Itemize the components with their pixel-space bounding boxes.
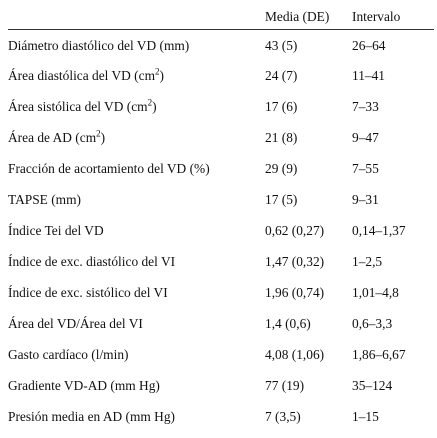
table-row: Índice de exc. diastólico del VI 1,47 (0,… [8, 247, 434, 278]
row-mean: 7 (3,5) [265, 409, 301, 425]
row-range: 9–47 [352, 130, 379, 146]
row-label-text: Fracción de acortamiento del VD (%) [8, 161, 210, 177]
row-label-tail: ) [100, 130, 106, 146]
row-label-text: Presión media en AD (mm Hg) [8, 409, 175, 425]
table-row: Área sistólica del VD (cm2) 17 (6) 7–33 [8, 92, 434, 123]
row-range: 11–41 [352, 68, 385, 84]
row-range: 0,14–1,37 [352, 223, 406, 239]
row-range: 0,6–3,3 [352, 316, 393, 332]
row-range: 9–31 [352, 192, 379, 208]
row-label: Índice Tei del VD [8, 216, 265, 247]
row-mean: 24 (7) [265, 68, 298, 84]
row-label-text: Gradiente VD-AD (mm Hg) [8, 378, 160, 394]
row-label: Índice de exc. sistólico del VI [8, 278, 265, 309]
row-label: TAPSE (mm) [8, 185, 265, 216]
row-range: 1,86–6,67 [352, 347, 406, 363]
row-label: Área de AD (cm2) [8, 123, 265, 154]
row-label-superscript: 2 [155, 66, 160, 77]
table-row: Área del VD/Área del VI 1,4 (0,6) 0,6–3,3 [8, 309, 434, 340]
row-mean: 29 (9) [265, 161, 298, 177]
row-mean: 1,4 (0,6) [265, 316, 311, 332]
table-row: Diámetro diastólico del VD (mm) 43 (5) 26–… [8, 29, 434, 61]
header-label [8, 5, 265, 30]
row-label-superscript: 2 [96, 128, 101, 139]
table-row: Área diastólica del VD (cm2) 24 (7) 11–41 [8, 61, 434, 92]
echo-parameters-table: Media (DE) Intervalo Diámetro diastólico… [8, 5, 434, 433]
row-mean: 4,08 (1,06) [265, 347, 325, 363]
row-mean: 43 (5) [265, 29, 350, 61]
row-label: Área del VD/Área del VI [8, 309, 265, 340]
row-label-text: TAPSE (mm) [8, 192, 81, 208]
row-range: 35–124 [352, 378, 393, 394]
row-label-text: Índice de exc. sistólico del VI [8, 285, 168, 301]
row-range: 1,01–4,8 [352, 285, 399, 301]
row-label-text: Área diastólica del VD (cm [8, 68, 155, 84]
table-row: Área de AD (cm2) 21 (8) 9–47 [8, 123, 434, 154]
row-label: Diámetro diastólico del VD (mm) [8, 29, 265, 61]
row-label: Área sistólica del VD (cm2) [8, 92, 265, 123]
header-range: Intervalo [350, 5, 434, 30]
row-mean: 17 (5) [265, 192, 298, 208]
header-row: Media (DE) Intervalo [8, 5, 434, 30]
row-label-text: Área sistólica del VD (cm [8, 99, 148, 115]
row-mean: 1,47 (0,32) [265, 254, 325, 270]
row-range: 1–15 [352, 409, 379, 425]
row-range: 7–33 [352, 99, 379, 115]
table-header: Media (DE) Intervalo [8, 5, 434, 30]
row-mean: 0,62 (0,27) [265, 223, 325, 239]
row-label: Gradiente VD-AD (mm Hg) [8, 371, 265, 402]
table-row: Presión media en AD (mm Hg) 7 (3,5) 1–15 [8, 402, 434, 433]
row-label-text: Diámetro diastólico del VD (mm) [8, 37, 190, 53]
row-mean: 77 (19) [265, 378, 305, 394]
table-row: Índice de exc. sistólico del VI 1,96 (0,7… [8, 278, 434, 309]
table-row: Gradiente VD-AD (mm Hg) 77 (19) 35–124 [8, 371, 434, 402]
table-row: Índice Tei del VD 0,62 (0,27) 0,14–1,37 [8, 216, 434, 247]
row-mean: 1,96 (0,74) [265, 285, 325, 301]
row-range: 26–64 [350, 29, 434, 61]
table-row: Fracción de acortamiento del VD (%) 29 (9… [8, 154, 434, 185]
row-label-text: Índice Tei del VD [8, 223, 104, 239]
row-label-tail: ) [159, 68, 164, 84]
row-label: Índice de exc. diastólico del VI [8, 247, 265, 278]
row-label-text: Área de AD (cm [8, 130, 97, 146]
row-range: 1–2,5 [352, 254, 383, 270]
row-label-tail: ) [152, 99, 157, 115]
row-label-superscript: 2 [147, 97, 153, 108]
row-mean: 21 (8) [265, 130, 298, 146]
header-mean: Media (DE) [265, 5, 350, 30]
row-range: 7–55 [352, 161, 379, 177]
row-label: Presión media en AD (mm Hg) [8, 402, 265, 433]
row-label: Gasto cardíaco (l/min) [8, 340, 265, 371]
row-label: Área diastólica del VD (cm2) [8, 61, 265, 92]
table-row: TAPSE (mm) 17 (5) 9–31 [8, 185, 434, 216]
row-label-text: Área del VD/Área del VI [8, 316, 143, 332]
table-body: Diámetro diastólico del VD (mm) 43 (5) 26–… [8, 29, 434, 433]
row-label-text: Gasto cardíaco (l/min) [8, 347, 129, 363]
row-label: Fracción de acortamiento del VD (%) [8, 154, 265, 185]
row-label-text: Índice de exc. diastólico del VI [8, 254, 176, 270]
table-row: Gasto cardíaco (l/min) 4,08 (1,06) 1,86–6,… [8, 340, 434, 371]
row-mean: 17 (6) [265, 99, 298, 115]
